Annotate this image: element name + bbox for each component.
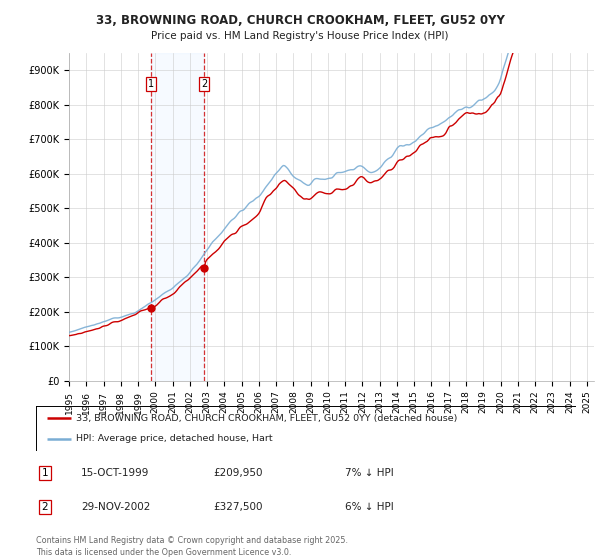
Text: 2: 2 (41, 502, 49, 512)
Bar (151, 53, 204, 381)
Text: HPI: Average price, detached house, Hart: HPI: Average price, detached house, Hart (77, 434, 273, 443)
Text: 1: 1 (148, 79, 154, 89)
Text: £327,500: £327,500 (213, 502, 263, 512)
Text: Price paid vs. HM Land Registry's House Price Index (HPI): Price paid vs. HM Land Registry's House … (151, 31, 449, 41)
Text: 33, BROWNING ROAD, CHURCH CROOKHAM, FLEET, GU52 0YY (detached house): 33, BROWNING ROAD, CHURCH CROOKHAM, FLEE… (77, 414, 458, 423)
Text: Contains HM Land Registry data © Crown copyright and database right 2025.
This d: Contains HM Land Registry data © Crown c… (36, 536, 348, 557)
Text: 7% ↓ HPI: 7% ↓ HPI (345, 468, 394, 478)
Text: 1: 1 (41, 468, 49, 478)
Text: 33, BROWNING ROAD, CHURCH CROOKHAM, FLEET, GU52 0YY: 33, BROWNING ROAD, CHURCH CROOKHAM, FLEE… (95, 14, 505, 27)
Text: 2: 2 (201, 79, 208, 89)
Text: 6% ↓ HPI: 6% ↓ HPI (345, 502, 394, 512)
Text: 29-NOV-2002: 29-NOV-2002 (81, 502, 151, 512)
Text: 15-OCT-1999: 15-OCT-1999 (81, 468, 149, 478)
Text: £209,950: £209,950 (213, 468, 263, 478)
